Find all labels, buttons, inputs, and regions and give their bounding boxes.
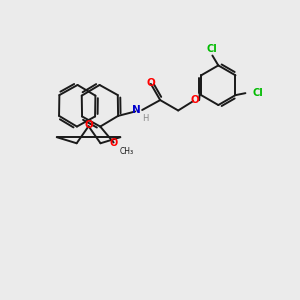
- Text: N: N: [132, 106, 141, 116]
- Text: O: O: [191, 95, 200, 105]
- Text: O: O: [146, 78, 155, 88]
- Text: CH₃: CH₃: [120, 148, 134, 157]
- Text: O: O: [84, 120, 93, 130]
- Text: O: O: [110, 137, 118, 148]
- Text: H: H: [142, 114, 148, 123]
- Text: Cl: Cl: [252, 88, 263, 98]
- Text: Cl: Cl: [206, 44, 217, 54]
